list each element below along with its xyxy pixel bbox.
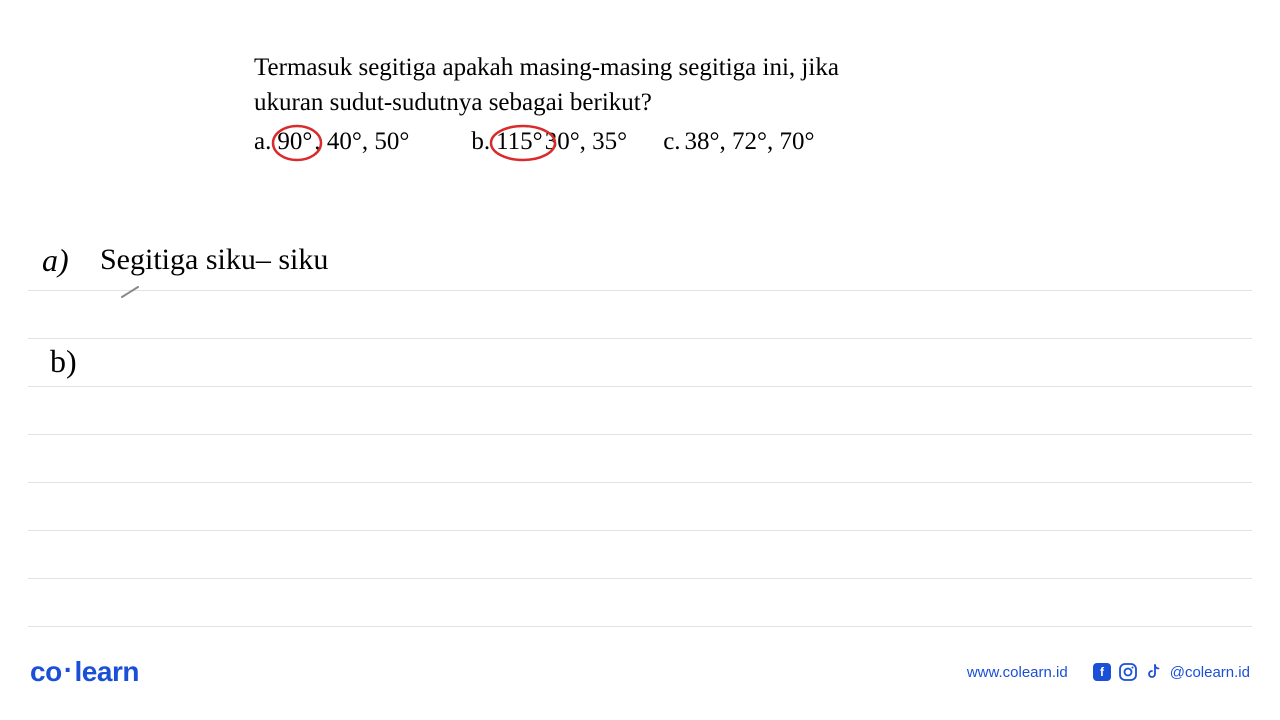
social-handle: @colearn.id bbox=[1170, 664, 1250, 681]
paper-rule bbox=[28, 482, 1252, 483]
facebook-icon: f bbox=[1092, 662, 1112, 682]
option-a-circled-value: 90° bbox=[277, 128, 312, 155]
paper-rule bbox=[28, 386, 1252, 387]
option-a-rest: , 40°, 50° bbox=[314, 128, 409, 156]
paper-rule bbox=[28, 626, 1252, 627]
paper-rule bbox=[28, 290, 1252, 291]
paper-rule bbox=[28, 578, 1252, 579]
question-line-2: ukuran sudut-sudutnya sebagai berikut? bbox=[254, 85, 1034, 120]
footer: co·learn www.colearn.id f @colearn.id bbox=[0, 652, 1280, 692]
footer-right: www.colearn.id f @colearn.id bbox=[967, 662, 1250, 682]
website-url: www.colearn.id bbox=[967, 664, 1068, 681]
option-b-rest: 30°, 35° bbox=[545, 128, 628, 156]
option-c: c. 38°, 72°, 70° bbox=[663, 128, 814, 156]
question-block: Termasuk segitiga apakah masing-masing s… bbox=[254, 50, 1034, 156]
paper-rule bbox=[28, 530, 1252, 531]
option-b-circled: 115° bbox=[494, 128, 545, 156]
logo: co·learn bbox=[30, 656, 139, 688]
option-b: b. 115° 30°, 35° bbox=[471, 128, 627, 156]
option-a-label: a. bbox=[254, 128, 271, 156]
options-row: a. 90° , 40°, 50° b. 115° 30°, 35° c. 38… bbox=[254, 128, 1034, 156]
pencil-stroke-icon bbox=[120, 285, 144, 301]
option-c-label: c. bbox=[663, 128, 680, 156]
handwritten-a-label: a) bbox=[42, 242, 69, 279]
tiktok-icon bbox=[1144, 662, 1164, 682]
paper-rule bbox=[28, 434, 1252, 435]
lined-paper bbox=[28, 240, 1252, 650]
question-line-1: Termasuk segitiga apakah masing-masing s… bbox=[254, 50, 1034, 85]
option-c-text: 38°, 72°, 70° bbox=[685, 128, 815, 156]
option-a-circled: 90° bbox=[275, 128, 314, 156]
logo-learn: learn bbox=[75, 656, 139, 687]
instagram-icon bbox=[1118, 662, 1138, 682]
handwritten-a-text: Segitiga siku– siku bbox=[100, 243, 328, 277]
option-a: a. 90° , 40°, 50° bbox=[254, 128, 409, 156]
social-block: f @colearn.id bbox=[1092, 662, 1250, 682]
option-b-circled-value: 115° bbox=[496, 128, 543, 155]
logo-co: co bbox=[30, 656, 62, 687]
paper-rule bbox=[28, 338, 1252, 339]
logo-dot-icon: · bbox=[64, 654, 73, 685]
handwritten-b-label: b) bbox=[50, 343, 77, 380]
option-b-label: b. bbox=[471, 128, 490, 156]
